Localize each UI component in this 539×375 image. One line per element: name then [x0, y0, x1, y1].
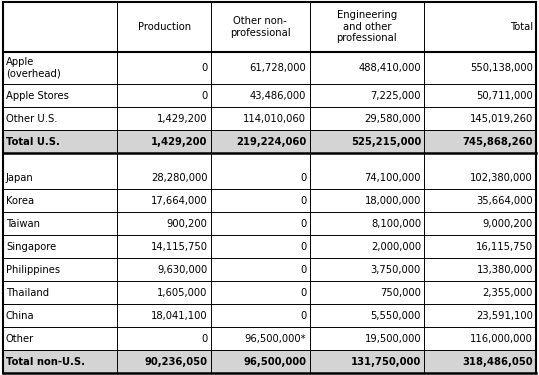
Text: 28,280,000: 28,280,000 [151, 173, 208, 183]
Text: 0: 0 [300, 288, 306, 298]
Text: 23,591,100: 23,591,100 [476, 311, 533, 321]
Text: Apple Stores: Apple Stores [6, 91, 69, 101]
Text: 318,486,050: 318,486,050 [462, 357, 533, 367]
Text: 0: 0 [300, 311, 306, 321]
Text: 0: 0 [202, 91, 208, 101]
Text: 74,100,000: 74,100,000 [364, 173, 421, 183]
Text: 745,868,260: 745,868,260 [462, 136, 533, 147]
Text: 96,500,000: 96,500,000 [243, 357, 306, 367]
Text: 0: 0 [300, 196, 306, 206]
Text: 0: 0 [202, 63, 208, 73]
Text: China: China [6, 311, 34, 321]
Text: 219,224,060: 219,224,060 [236, 136, 306, 147]
Text: Japan: Japan [6, 173, 33, 183]
Text: Other U.S.: Other U.S. [6, 114, 58, 124]
Text: Other non-
professional: Other non- professional [230, 16, 291, 38]
Text: 114,010,060: 114,010,060 [243, 114, 306, 124]
Text: 96,500,000*: 96,500,000* [245, 334, 306, 344]
Text: 131,750,000: 131,750,000 [351, 357, 421, 367]
Text: 18,041,100: 18,041,100 [151, 311, 208, 321]
Text: Taiwan: Taiwan [6, 219, 40, 229]
Text: Singapore: Singapore [6, 242, 56, 252]
Text: 14,115,750: 14,115,750 [150, 242, 208, 252]
Bar [3, 350, 536, 373]
Text: Other: Other [6, 334, 34, 344]
Text: Production: Production [137, 22, 191, 32]
Text: 750,000: 750,000 [380, 288, 421, 298]
Text: 0: 0 [300, 173, 306, 183]
Text: 50,711,000: 50,711,000 [476, 91, 533, 101]
Text: 2,355,000: 2,355,000 [483, 288, 533, 298]
Text: 17,664,000: 17,664,000 [151, 196, 208, 206]
Text: 5,550,000: 5,550,000 [371, 311, 421, 321]
Text: Total U.S.: Total U.S. [6, 136, 60, 147]
Text: 488,410,000: 488,410,000 [358, 63, 421, 73]
Text: 550,138,000: 550,138,000 [470, 63, 533, 73]
Text: 1,429,200: 1,429,200 [151, 136, 208, 147]
Text: 9,630,000: 9,630,000 [157, 265, 208, 275]
Text: 8,100,000: 8,100,000 [371, 219, 421, 229]
Text: Apple
(overhead): Apple (overhead) [6, 57, 61, 79]
Text: 0: 0 [300, 219, 306, 229]
Text: 19,500,000: 19,500,000 [364, 334, 421, 344]
Text: Engineering
and other
professional: Engineering and other professional [336, 10, 397, 44]
Text: 145,019,260: 145,019,260 [470, 114, 533, 124]
Text: 0: 0 [300, 265, 306, 275]
Text: 61,728,000: 61,728,000 [250, 63, 306, 73]
Text: Total non-U.S.: Total non-U.S. [6, 357, 85, 367]
Text: 2,000,000: 2,000,000 [371, 242, 421, 252]
Text: 0: 0 [300, 242, 306, 252]
Text: 13,380,000: 13,380,000 [476, 265, 533, 275]
Text: 35,664,000: 35,664,000 [476, 196, 533, 206]
Text: 0: 0 [202, 334, 208, 344]
Bar [3, 130, 536, 153]
Text: Total: Total [510, 22, 533, 32]
Text: 43,486,000: 43,486,000 [250, 91, 306, 101]
Text: 3,750,000: 3,750,000 [371, 265, 421, 275]
Text: 90,236,050: 90,236,050 [144, 357, 208, 367]
Text: Thailand: Thailand [6, 288, 49, 298]
Text: 525,215,000: 525,215,000 [351, 136, 421, 147]
Text: 1,429,200: 1,429,200 [157, 114, 208, 124]
Text: Korea: Korea [6, 196, 34, 206]
Text: 29,580,000: 29,580,000 [364, 114, 421, 124]
Text: 116,000,000: 116,000,000 [470, 334, 533, 344]
Text: 102,380,000: 102,380,000 [471, 173, 533, 183]
Text: 16,115,750: 16,115,750 [476, 242, 533, 252]
Text: 900,200: 900,200 [167, 219, 208, 229]
Text: 18,000,000: 18,000,000 [365, 196, 421, 206]
Text: 7,225,000: 7,225,000 [370, 91, 421, 101]
Text: Philippines: Philippines [6, 265, 60, 275]
Text: 9,000,200: 9,000,200 [483, 219, 533, 229]
Text: 1,605,000: 1,605,000 [157, 288, 208, 298]
